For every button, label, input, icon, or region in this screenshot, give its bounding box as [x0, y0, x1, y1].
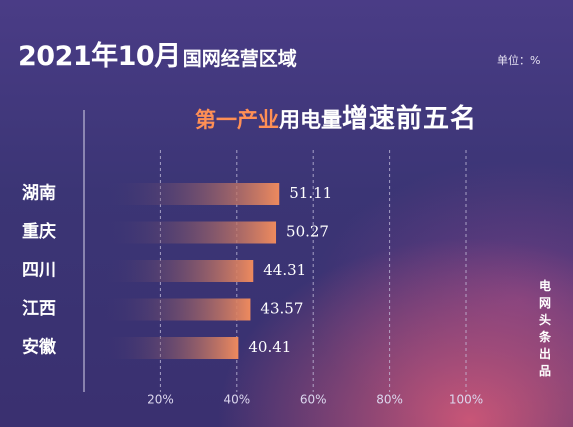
watermark: 电网头条出品 — [538, 279, 551, 378]
chart-subtitle: 第一产业用电量增速前五名 — [195, 98, 477, 135]
x-tick-label-100: 100% — [449, 393, 483, 407]
page-title: 2021年10月 国网经营区域 — [18, 34, 297, 73]
x-tick-label-60: 60% — [300, 393, 327, 407]
x-tick-label-40: 40% — [223, 393, 250, 407]
bar-2 — [104, 221, 277, 244]
subtitle-middle: 用电量 — [279, 108, 342, 132]
unit-label: 单位：% — [497, 54, 541, 67]
category-label-3: 四川 — [22, 261, 56, 281]
title-region: 国网经营区域 — [182, 48, 297, 70]
value-label-2: 50.27 — [286, 223, 329, 241]
category-label-4: 江西 — [22, 299, 56, 319]
category-label-5: 安徽 — [22, 337, 57, 358]
subtitle-highlight: 第一产业 — [195, 108, 279, 132]
category-label-2: 重庆 — [22, 221, 56, 242]
x-tick-label-80: 80% — [376, 393, 403, 407]
bar-5 — [104, 337, 239, 359]
value-label-3: 44.31 — [263, 261, 306, 279]
bar-1 — [104, 183, 280, 205]
bar-4 — [104, 298, 251, 321]
value-label-5: 40.41 — [248, 338, 291, 356]
value-label-4: 43.57 — [260, 300, 303, 318]
x-tick-label-20: 20% — [147, 393, 174, 407]
category-label-1: 湖南 — [22, 183, 56, 204]
value-label-1: 51.11 — [289, 184, 332, 202]
subtitle-end: 增速前五名 — [342, 104, 478, 134]
bar-3 — [104, 260, 254, 282]
title-date: 2021年10月 — [18, 41, 181, 72]
